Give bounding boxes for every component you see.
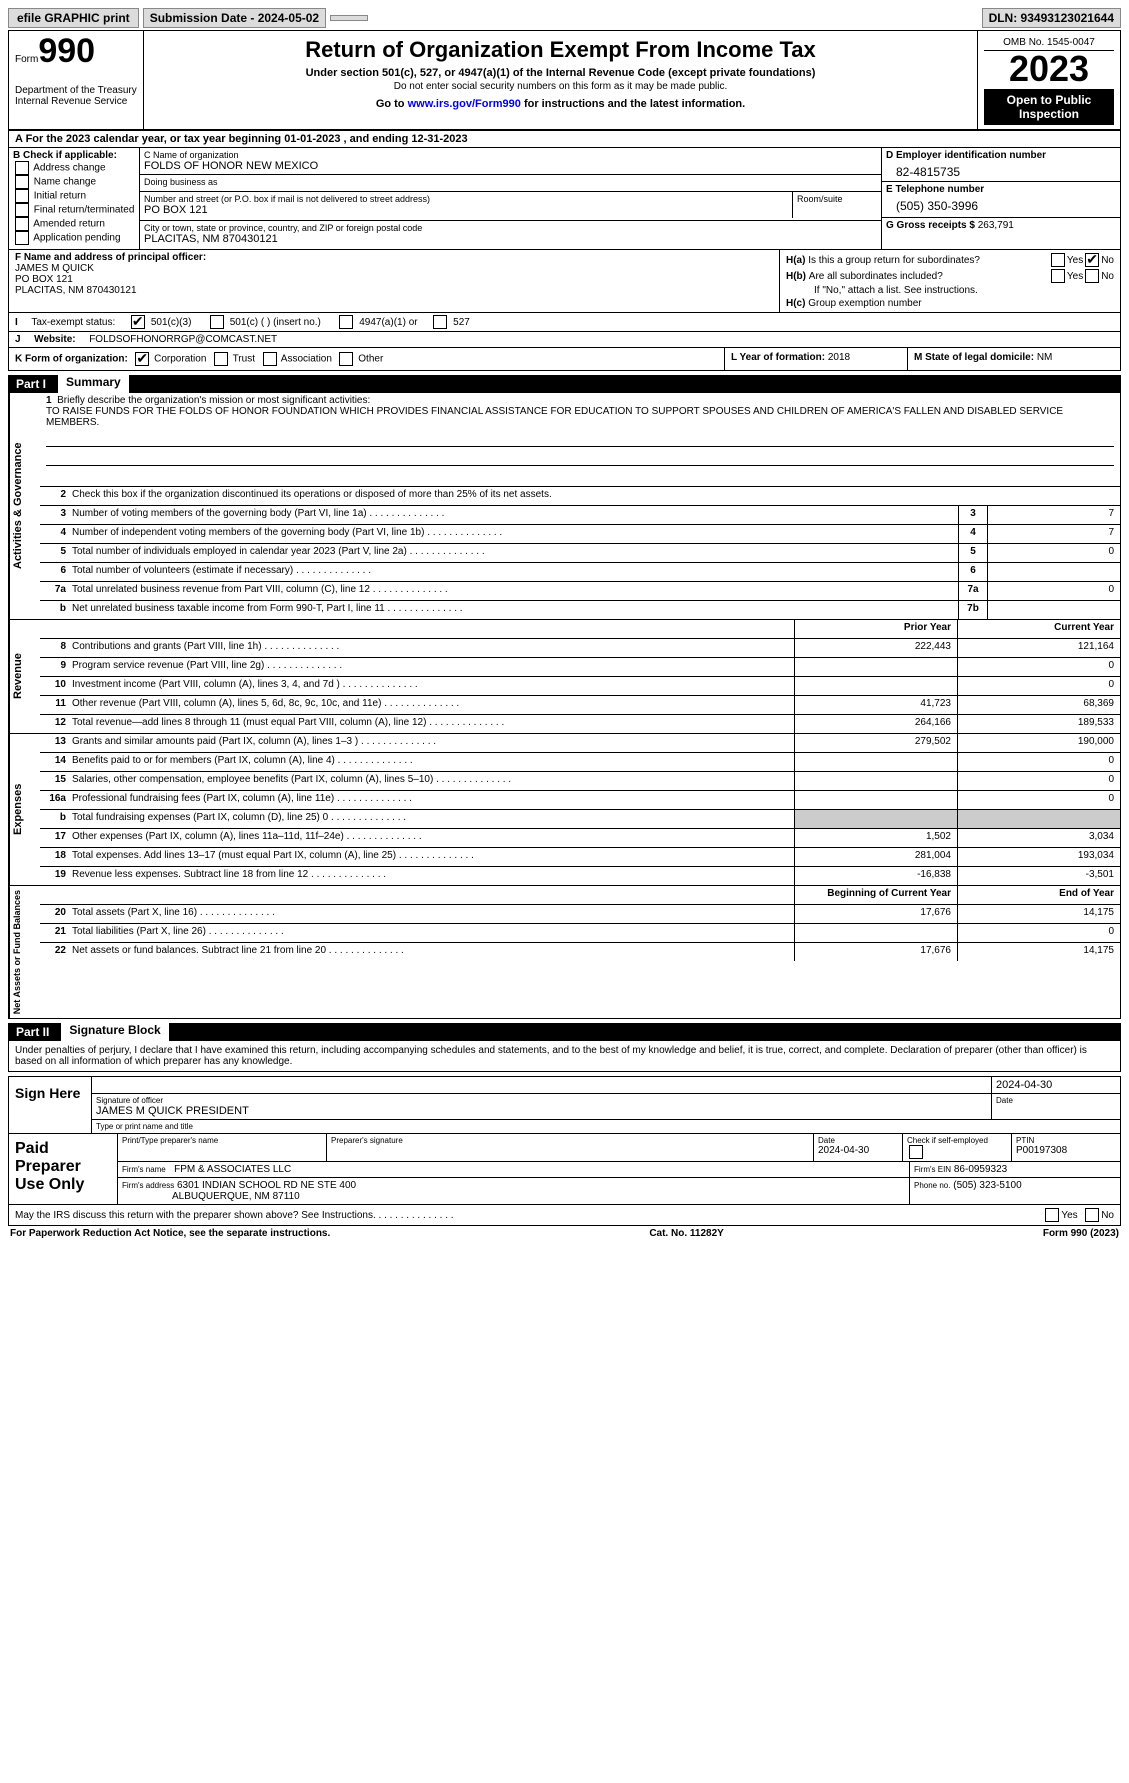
hb-yes[interactable] bbox=[1051, 269, 1065, 283]
exp-row: 14Benefits paid to or for members (Part … bbox=[40, 753, 1120, 772]
section-klm: K Form of organization: Corporation Trus… bbox=[8, 348, 1121, 371]
form-subtitle: Under section 501(c), 527, or 4947(a)(1)… bbox=[150, 67, 971, 79]
sign-here: Sign Here 2024-04-30 Signature of office… bbox=[8, 1076, 1121, 1134]
form-number: 990 bbox=[38, 32, 95, 70]
ein: 82-4815735 bbox=[886, 161, 1116, 179]
rev-row: 9Program service revenue (Part VIII, lin… bbox=[40, 658, 1120, 677]
chk-501c3[interactable] bbox=[131, 315, 145, 329]
officer-name: JAMES M QUICK bbox=[15, 263, 773, 274]
gov-row: 7aTotal unrelated business revenue from … bbox=[40, 582, 1120, 601]
gov-row: 3Number of voting members of the governi… bbox=[40, 506, 1120, 525]
gross-receipts: 263,791 bbox=[978, 220, 1014, 231]
irs-discuss: May the IRS discuss this return with the… bbox=[8, 1205, 1121, 1226]
box-b: B Check if applicable: Address change Na… bbox=[9, 148, 140, 249]
ptin: P00197308 bbox=[1016, 1145, 1116, 1156]
dept-label: Department of the Treasury Internal Reve… bbox=[15, 85, 137, 107]
year-formation: 2018 bbox=[828, 352, 850, 363]
discuss-yes[interactable] bbox=[1045, 1208, 1059, 1222]
rev-row: 11Other revenue (Part VIII, column (A), … bbox=[40, 696, 1120, 715]
summary-expenses: Expenses 13Grants and similar amounts pa… bbox=[8, 734, 1121, 886]
gov-row: 4Number of independent voting members of… bbox=[40, 525, 1120, 544]
mission-block: 1 Briefly describe the organization's mi… bbox=[40, 393, 1120, 487]
exp-row: 15Salaries, other compensation, employee… bbox=[40, 772, 1120, 791]
tax-year: 2023 bbox=[984, 51, 1114, 87]
form-title: Return of Organization Exempt From Incom… bbox=[150, 37, 971, 63]
efile-button[interactable]: efile GRAPHIC print bbox=[8, 8, 139, 28]
rev-row: 12Total revenue—add lines 8 through 11 (… bbox=[40, 715, 1120, 733]
chk-final-return[interactable]: Final return/terminated bbox=[13, 203, 135, 217]
form-header: Form990 Department of the Treasury Inter… bbox=[8, 30, 1121, 131]
form-word: Form bbox=[15, 54, 38, 65]
gov-row: 6Total number of volunteers (estimate if… bbox=[40, 563, 1120, 582]
exp-row: 13Grants and similar amounts paid (Part … bbox=[40, 734, 1120, 753]
summary-revenue: Revenue Prior Year Current Year 8Contrib… bbox=[8, 620, 1121, 734]
net-row: 21Total liabilities (Part X, line 26)0 bbox=[40, 924, 1120, 943]
box-c: C Name of organization FOLDS OF HONOR NE… bbox=[140, 148, 882, 249]
gov-row: bNet unrelated business taxable income f… bbox=[40, 601, 1120, 619]
city: PLACITAS, NM 870430121 bbox=[144, 233, 877, 245]
topbar: efile GRAPHIC print Submission Date - 20… bbox=[8, 8, 1121, 28]
chk-other[interactable] bbox=[339, 352, 353, 366]
part1-header: Part ISummary bbox=[8, 375, 1121, 393]
website: FOLDSOFHONORRGP@COMCAST.NET bbox=[89, 334, 277, 345]
org-name: FOLDS OF HONOR NEW MEXICO bbox=[144, 160, 877, 172]
officer-sig: JAMES M QUICK PRESIDENT bbox=[96, 1105, 987, 1117]
page-footer: For Paperwork Reduction Act Notice, see … bbox=[8, 1226, 1121, 1241]
exp-row: 18Total expenses. Add lines 13–17 (must … bbox=[40, 848, 1120, 867]
hb-no[interactable] bbox=[1085, 269, 1099, 283]
section-fh: F Name and address of principal officer:… bbox=[8, 250, 1121, 313]
exp-row: bTotal fundraising expenses (Part IX, co… bbox=[40, 810, 1120, 829]
chk-self-employed[interactable] bbox=[909, 1145, 923, 1159]
street: PO BOX 121 bbox=[144, 204, 788, 216]
prep-phone: (505) 323-5100 bbox=[953, 1180, 1021, 1191]
open-inspection: Open to Public Inspection bbox=[984, 89, 1114, 125]
box-h: H(a) Is this a group return for subordin… bbox=[780, 250, 1120, 312]
dln: DLN: 93493123021644 bbox=[982, 8, 1121, 28]
chk-name-change[interactable]: Name change bbox=[13, 175, 135, 189]
irs-link[interactable]: www.irs.gov/Form990 bbox=[408, 98, 521, 110]
gov-row: 5Total number of individuals employed in… bbox=[40, 544, 1120, 563]
chk-assoc[interactable] bbox=[263, 352, 277, 366]
summary-governance: Activities & Governance 1 Briefly descri… bbox=[8, 393, 1121, 620]
box-f: F Name and address of principal officer:… bbox=[9, 250, 780, 312]
chk-initial-return[interactable]: Initial return bbox=[13, 189, 135, 203]
net-row: 20Total assets (Part X, line 16)17,67614… bbox=[40, 905, 1120, 924]
chk-4947[interactable] bbox=[339, 315, 353, 329]
rev-row: 10Investment income (Part VIII, column (… bbox=[40, 677, 1120, 696]
ha-no[interactable] bbox=[1085, 253, 1099, 267]
chk-527[interactable] bbox=[433, 315, 447, 329]
sig-declaration: Under penalties of perjury, I declare th… bbox=[8, 1041, 1121, 1072]
paid-preparer: Paid Preparer Use Only Print/Type prepar… bbox=[8, 1134, 1121, 1205]
mission-text: TO RAISE FUNDS FOR THE FOLDS OF HONOR FO… bbox=[46, 406, 1063, 428]
exp-row: 17Other expenses (Part IX, column (A), l… bbox=[40, 829, 1120, 848]
ha-yes[interactable] bbox=[1051, 253, 1065, 267]
goto-line: Go to www.irs.gov/Form990 for instructio… bbox=[150, 98, 971, 110]
firm-name: FPM & ASSOCIATES LLC bbox=[174, 1164, 291, 1175]
form-subtitle2: Do not enter social security numbers on … bbox=[150, 81, 971, 92]
row-a: A For the 2023 calendar year, or tax yea… bbox=[8, 131, 1121, 148]
summary-netassets: Net Assets or Fund Balances Beginning of… bbox=[8, 886, 1121, 1019]
phone: (505) 350-3996 bbox=[886, 195, 1116, 213]
exp-row: 16aProfessional fundraising fees (Part I… bbox=[40, 791, 1120, 810]
net-row: 22Net assets or fund balances. Subtract … bbox=[40, 943, 1120, 961]
box-d: D Employer identification number 82-4815… bbox=[882, 148, 1120, 249]
discuss-no[interactable] bbox=[1085, 1208, 1099, 1222]
section-bcd: B Check if applicable: Address change Na… bbox=[8, 148, 1121, 250]
rev-row: 8Contributions and grants (Part VIII, li… bbox=[40, 639, 1120, 658]
chk-corp[interactable] bbox=[135, 352, 149, 366]
exp-row: 19Revenue less expenses. Subtract line 1… bbox=[40, 867, 1120, 885]
chk-trust[interactable] bbox=[214, 352, 228, 366]
part2-header: Part IISignature Block bbox=[8, 1023, 1121, 1041]
topbar-blank bbox=[330, 15, 368, 21]
state-domicile: NM bbox=[1037, 352, 1053, 363]
firm-ein: 86-0959323 bbox=[954, 1164, 1007, 1175]
section-ij: I Tax-exempt status: 501(c)(3) 501(c) ( … bbox=[8, 313, 1121, 348]
chk-501c[interactable] bbox=[210, 315, 224, 329]
chk-amended[interactable]: Amended return bbox=[13, 217, 135, 231]
chk-app-pending[interactable]: Application pending bbox=[13, 231, 135, 245]
chk-address-change[interactable]: Address change bbox=[13, 161, 135, 175]
submission-date: Submission Date - 2024-05-02 bbox=[143, 8, 326, 28]
